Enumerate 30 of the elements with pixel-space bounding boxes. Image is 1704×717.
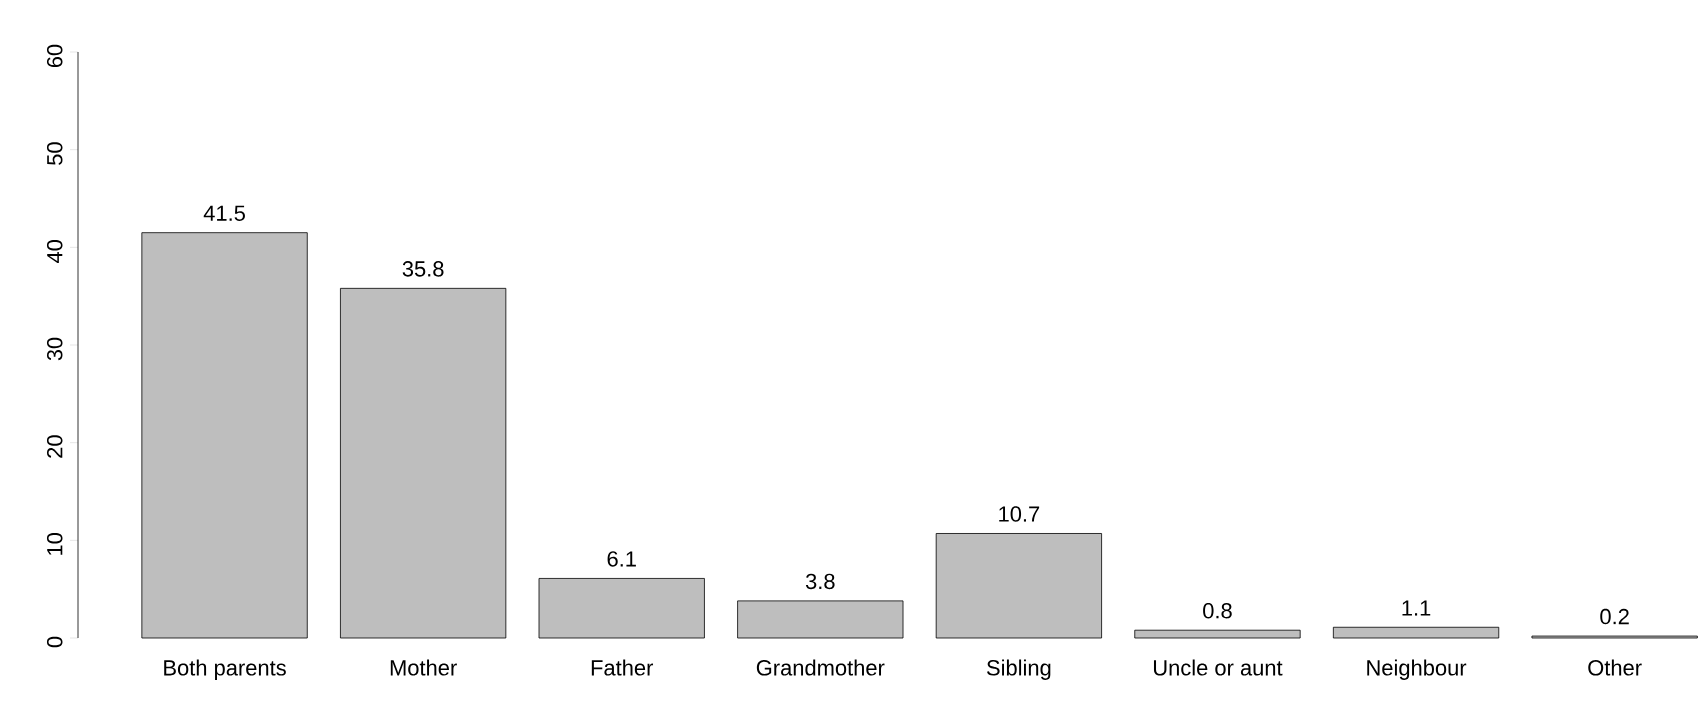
x-tick-label: Neighbour: [1367, 659, 1467, 680]
y-tick-label: 30: [46, 337, 63, 361]
data-label: 6.1: [607, 551, 636, 567]
x-tick-label: Both parents: [164, 659, 286, 680]
data-label: 35.8: [402, 261, 444, 277]
y-tick-label: 50: [46, 142, 63, 165]
bar: [1332, 626, 1500, 639]
bar: [935, 533, 1102, 639]
y-tick-label: 60: [46, 44, 63, 68]
data-label: 1.1: [1402, 600, 1431, 616]
x-tick-label: Sibling: [986, 659, 1051, 680]
x-tick-label: Other: [1588, 659, 1642, 676]
x-tick-label: Father: [591, 659, 654, 676]
data-label: 41.5: [203, 205, 245, 221]
bar: [340, 287, 507, 639]
data-label: 0.2: [1600, 608, 1629, 625]
data-label: 3.8: [805, 573, 835, 590]
y-tick-label: 0: [46, 636, 63, 648]
y-tick-label: 40: [46, 240, 63, 264]
x-tick-label: Grandmother: [756, 659, 885, 676]
bar: [737, 600, 904, 639]
data-label: 0.8: [1203, 602, 1232, 619]
y-tick-label: 10: [46, 533, 63, 555]
x-tick-label: Mother: [390, 659, 457, 676]
y-tick-label: 20: [46, 435, 63, 458]
bar: [538, 578, 705, 639]
bar: [1134, 629, 1301, 639]
x-tick-label: Uncle or aunt: [1153, 659, 1283, 676]
data-label: 10.7: [999, 506, 1040, 522]
bar: [141, 232, 308, 639]
